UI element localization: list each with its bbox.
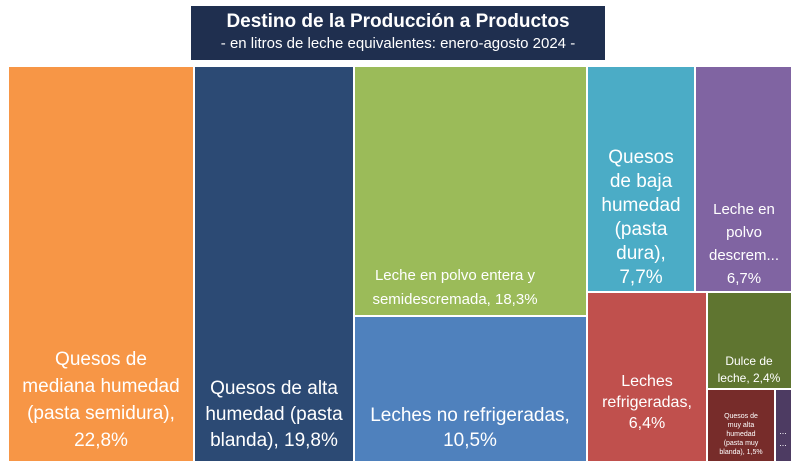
treemap-label-line: Quesos de: [55, 349, 147, 370]
chart-subtitle: - en litros de leche equivalentes: enero…: [220, 35, 576, 52]
treemap-label-line: ...: [779, 426, 787, 436]
chart-title-box: Destino de la Producción a Productos - e…: [191, 6, 605, 60]
treemap-label-line: leche, 2,4%: [718, 371, 781, 385]
treemap-label-leches-no-refrigeradas: Leches no refrigeradas, 10,5%: [370, 405, 570, 451]
treemap-label-line: (pasta semidura),: [27, 403, 175, 424]
treemap-label-line: Quesos de alta: [210, 378, 338, 399]
treemap-label-line: (pasta: [615, 219, 668, 240]
treemap-label-line: Leche en: [713, 201, 775, 218]
treemap-label-line: polvo: [726, 224, 762, 241]
treemap-tile-quesos-de-baja-humedad-pasta-dura: [586, 65, 696, 293]
treemap-tile-dulce-de-leche: [706, 291, 793, 390]
treemap-tile-quesos-de-mediana-humedad-pasta-semidura: [7, 65, 195, 463]
treemap-label-line: 6,7%: [727, 270, 761, 287]
treemap-label-line: 22,8%: [74, 430, 128, 451]
treemap-label-leche-en-polvo-descremada: Leche en polvo descrem... 6,7%: [709, 201, 779, 287]
treemap-tile-quesos-de-muy-alta-humedad-pasta-muy-blanda: [706, 388, 776, 463]
treemap-label-line: humedad: [601, 195, 680, 216]
treemap-tile-leches-no-refrigeradas: [353, 315, 588, 463]
treemap-label-line: 7,7%: [619, 267, 662, 288]
treemap-label-dulce-de-leche: Dulce de leche, 2,4%: [718, 354, 781, 385]
treemap-label-line: ...: [779, 438, 787, 448]
treemap-label-line: Quesos de: [724, 413, 758, 420]
chart-title: Destino de la Producción a Productos: [226, 11, 570, 32]
treemap-label-line: blanda), 1,5%: [719, 449, 762, 456]
treemap-tile-leche-en-polvo-entera-y-semidescremada: [353, 65, 588, 317]
treemap-label-line: dura),: [616, 243, 666, 264]
treemap-label-line: Dulce de: [725, 354, 773, 368]
treemap-label-leches-refrigeradas: Leches refrigeradas, 6,4%: [602, 373, 692, 432]
treemap-label-line: (pasta muy: [724, 440, 759, 447]
treemap-label-quesos-de-baja-humedad-pasta-dura: Quesos de baja humedad (pasta dura), 7,7%: [601, 147, 680, 288]
treemap-label-other: ......: [779, 426, 787, 448]
treemap-label-line: semidescremada, 18,3%: [372, 291, 537, 308]
treemap-label-quesos-de-muy-alta-humedad-pasta-muy-blanda: Quesos de muy alta humedad (pasta muy blanda…: [719, 413, 762, 456]
treemap-label-line: blanda), 19,8%: [210, 430, 338, 451]
treemap-label-line: humedad: [726, 431, 755, 438]
treemap-tile-quesos-de-alta-humedad-pasta-blanda: [193, 65, 355, 463]
treemap-label-line: 10,5%: [443, 430, 497, 451]
treemap-tile-other: [774, 388, 793, 463]
treemap-label-line: Leches: [621, 373, 673, 390]
treemap-label-leche-en-polvo-entera-y-semidescremada: Leche en polvo entera y semidescremada, 1…: [372, 267, 537, 308]
treemap-label-line: muy alta: [728, 422, 755, 429]
treemap-label-quesos-de-mediana-humedad-pasta-semidura: Quesos de mediana humedad (pasta semidura)…: [22, 349, 179, 451]
treemap-label-line: descrem...: [709, 247, 779, 264]
treemap-label-line: Leches no refrigeradas,: [370, 405, 570, 426]
treemap-label-line: humedad (pasta: [205, 404, 343, 425]
treemap-label-quesos-de-alta-humedad-pasta-blanda: Quesos de alta humedad (pasta blanda), 19,…: [205, 378, 343, 451]
treemap-tile-leche-en-polvo-descremada: [694, 65, 793, 293]
treemap-label-line: 6,4%: [629, 415, 665, 432]
treemap-tile-leches-refrigeradas: [586, 291, 708, 463]
treemap-label-line: Leche en polvo entera y: [375, 267, 536, 284]
treemap-label-line: refrigeradas,: [602, 394, 692, 411]
treemap-label-line: Quesos: [608, 147, 673, 168]
treemap-label-line: de baja: [610, 171, 673, 192]
treemap-label-line: mediana humedad: [22, 376, 179, 397]
